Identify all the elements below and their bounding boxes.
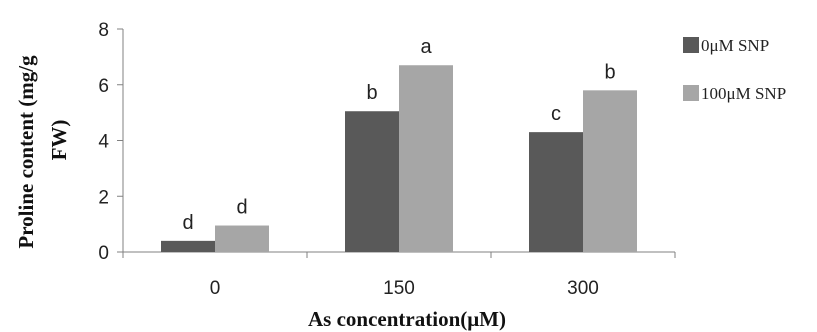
bar-significance-label: b [366,82,377,104]
bar-significance-label: b [604,61,615,83]
bar [399,65,453,252]
bar-significance-label: a [420,36,432,58]
x-tick-label: 150 [383,278,415,299]
y-tick-label: 2 [98,187,109,208]
y-axis-title-line: Proline content (mg/g [14,55,38,249]
x-tick-label: 300 [567,278,599,299]
legend-swatch [683,85,699,101]
legend: 0μM SNP 100μM SNP [683,36,786,103]
y-axis-title: Proline content (mg/g FW) [14,55,71,249]
y-axis-title-line: FW) [47,120,71,161]
legend-label: 0μM SNP [701,36,769,55]
bar-significance-label: c [551,103,561,125]
x-axis-title: As concentration(μM) [308,307,506,331]
x-ticks: 0 150 300 [122,252,676,299]
bar-significance-label: d [236,197,247,219]
bars: d d b a c b [161,36,637,252]
bar [161,240,215,252]
legend-label: 100μM SNP [701,84,786,103]
x-tick-label: 0 [210,278,221,299]
bar-significance-label: d [182,212,193,234]
bar [529,132,583,252]
bar [583,90,637,252]
y-tick-label: 6 [98,76,109,97]
y-tick-label: 0 [98,243,109,264]
y-tick-label: 4 [98,132,109,153]
legend-swatch [683,37,699,53]
bar [215,225,269,252]
y-ticks: 0 2 4 6 8 [98,20,123,264]
bar [345,111,399,252]
y-tick-label: 8 [98,20,109,41]
